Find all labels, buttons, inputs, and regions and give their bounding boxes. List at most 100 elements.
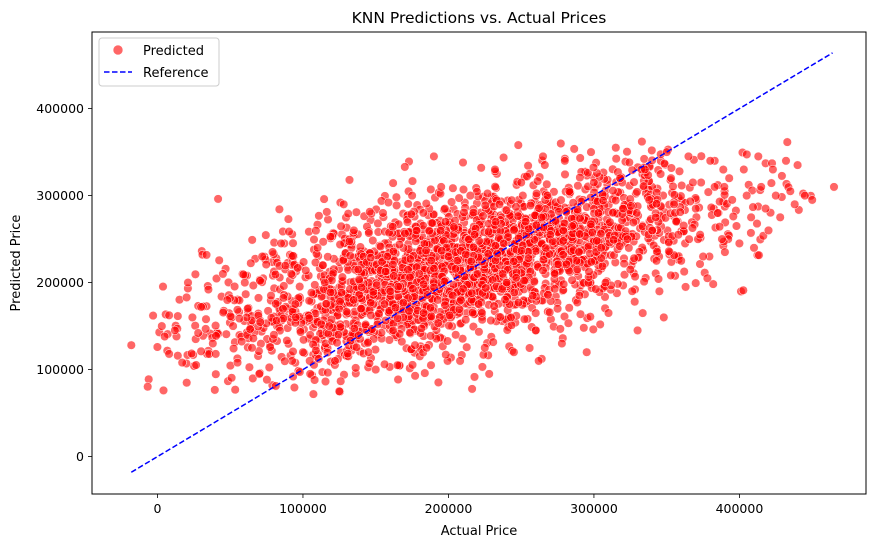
scatter-point — [458, 284, 468, 294]
scatter-point — [421, 246, 431, 256]
scatter-point — [793, 160, 803, 170]
scatter-point — [314, 211, 324, 221]
scatter-point — [469, 372, 480, 382]
scatter-point — [323, 329, 333, 339]
scatter-point — [449, 222, 459, 232]
scatter-point — [622, 234, 632, 244]
scatter-point — [583, 168, 593, 178]
scatter-point — [684, 234, 694, 244]
scatter-point — [461, 315, 471, 325]
scatter-point — [288, 251, 298, 261]
scatter-point — [416, 323, 427, 333]
scatter-point — [353, 264, 363, 275]
scatter-point — [218, 307, 228, 318]
scatter-point — [679, 221, 689, 231]
scatter-point — [651, 199, 662, 209]
scatter-point — [749, 243, 759, 253]
legend: Predicted Reference — [98, 37, 220, 87]
scatter-point — [405, 272, 415, 282]
scatter-point — [559, 311, 570, 322]
scatter-point — [533, 176, 543, 186]
scatter-point — [191, 360, 201, 370]
scatter-point — [540, 160, 550, 170]
chart-title: KNN Predictions vs. Actual Prices — [352, 9, 607, 27]
scatter-point — [659, 159, 669, 169]
scatter-point — [440, 204, 450, 214]
scatter-point — [373, 218, 383, 228]
scatter-point — [521, 217, 531, 227]
scatter-point — [410, 371, 420, 381]
scatter-point — [356, 304, 366, 314]
scatter-point — [575, 229, 585, 239]
scatter-point — [638, 308, 648, 318]
scatter-point — [280, 261, 290, 271]
scatter-point — [458, 184, 469, 195]
scatter-point — [717, 234, 727, 244]
scatter-point — [320, 278, 330, 288]
scatter-point — [426, 255, 436, 266]
scatter-point — [629, 253, 639, 263]
scatter-point — [390, 303, 401, 313]
scatter-point — [405, 328, 415, 338]
scatter-point — [775, 212, 785, 222]
scatter-point — [753, 151, 763, 161]
scatter-point — [344, 236, 354, 247]
scatter-point — [656, 169, 666, 179]
x-tick-label: 0 — [153, 501, 161, 516]
scatter-point — [334, 386, 344, 396]
scatter-point — [288, 346, 298, 357]
scatter-point — [456, 295, 466, 305]
scatter-point — [410, 340, 420, 350]
scatter-point — [531, 325, 541, 335]
scatter-point — [550, 269, 560, 279]
scatter-point — [361, 319, 371, 330]
scatter-point — [244, 362, 254, 372]
scatter-point — [628, 217, 638, 227]
scatter-point — [708, 279, 718, 289]
scatter-point — [368, 235, 378, 246]
scatter-point — [507, 195, 517, 205]
scatter-point — [664, 237, 674, 247]
scatter-point — [714, 222, 725, 232]
scatter-point — [575, 153, 585, 163]
scatter-point — [407, 360, 418, 370]
scatter-point — [380, 266, 390, 277]
scatter-point — [763, 225, 774, 235]
scatter-point — [710, 182, 720, 192]
scatter-point — [608, 208, 618, 218]
scatter-point — [243, 304, 253, 314]
scatter-point — [545, 230, 555, 240]
scatter-point — [433, 295, 443, 305]
scatter-point — [685, 196, 695, 206]
scatter-point — [630, 297, 640, 307]
reference-line-layer — [130, 52, 833, 473]
scatter-point — [164, 349, 174, 359]
scatter-point — [632, 208, 642, 218]
scatter-point — [323, 214, 333, 225]
scatter-point — [497, 284, 507, 294]
scatter-point — [486, 315, 496, 326]
scatter-point — [785, 186, 795, 196]
scatter-point — [601, 278, 611, 288]
scatter-point — [372, 280, 382, 290]
scatter-point — [596, 243, 606, 253]
scatter-point — [241, 289, 251, 299]
scatter-point — [491, 217, 501, 227]
scatter-point — [575, 309, 586, 319]
scatter-point — [382, 251, 392, 262]
scatter-point — [411, 225, 421, 235]
scatter-point — [484, 227, 494, 237]
scatter-point — [378, 208, 388, 218]
scatter-point — [253, 293, 264, 303]
scatter-point — [598, 195, 608, 206]
scatter-point — [421, 199, 431, 209]
scatter-point — [196, 302, 206, 312]
scatter-point — [419, 279, 429, 289]
scatter-point — [585, 312, 595, 322]
scatter-point — [513, 140, 523, 150]
x-tick-label: 300000 — [570, 501, 618, 516]
scatter-point — [420, 368, 430, 378]
scatter-point — [579, 323, 589, 333]
scatter-point — [208, 338, 218, 349]
scatter-point — [489, 301, 499, 311]
